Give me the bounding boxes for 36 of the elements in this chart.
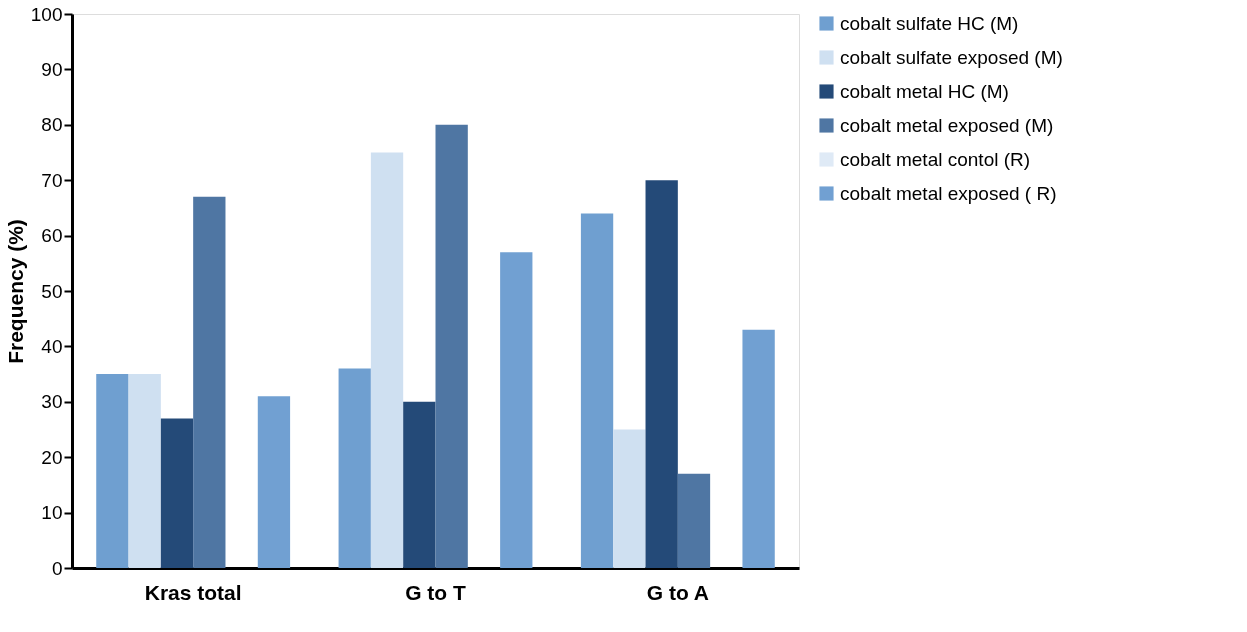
legend-label: cobalt metal exposed (M): [840, 114, 1054, 136]
x-tick-label: Kras total: [144, 580, 242, 604]
y-tick-label: 80: [41, 114, 63, 136]
bar: [613, 429, 646, 568]
x-tick-label: G to T: [405, 580, 466, 604]
y-tick-label: 20: [41, 446, 63, 468]
bar: [580, 213, 614, 568]
bar: [435, 124, 468, 568]
bar: [96, 374, 129, 568]
y-tick-label: 60: [41, 225, 63, 247]
bar: [338, 368, 371, 568]
bar: [160, 418, 194, 568]
legend-label: cobalt metal exposed ( R): [840, 182, 1057, 204]
y-tick-label: 0: [51, 557, 63, 579]
bar: [370, 152, 404, 568]
bar: [257, 396, 291, 568]
bar: [645, 180, 678, 568]
legend-label: cobalt metal contol (R): [840, 148, 1031, 170]
bar: [500, 252, 533, 568]
legend-label: cobalt sulfate HC (M): [840, 12, 1019, 34]
y-axis-title: Frequency (%): [3, 219, 27, 364]
legend-label: cobalt sulfate exposed (M): [840, 46, 1063, 68]
bar: [403, 401, 436, 568]
y-tick-label: 100: [30, 3, 63, 25]
bar: [193, 196, 226, 568]
y-tick-label: 10: [41, 502, 63, 524]
bar: [742, 329, 775, 568]
y-tick-label: 30: [41, 391, 63, 413]
legend-label: cobalt metal HC (M): [840, 80, 1009, 102]
bar: [128, 374, 161, 568]
bar: [677, 473, 711, 568]
y-tick-label: 40: [41, 335, 63, 357]
y-tick-label: 90: [41, 58, 63, 80]
x-tick-label: G to A: [646, 580, 709, 604]
y-tick-label: 70: [41, 169, 63, 191]
y-tick-label: 50: [41, 280, 63, 302]
